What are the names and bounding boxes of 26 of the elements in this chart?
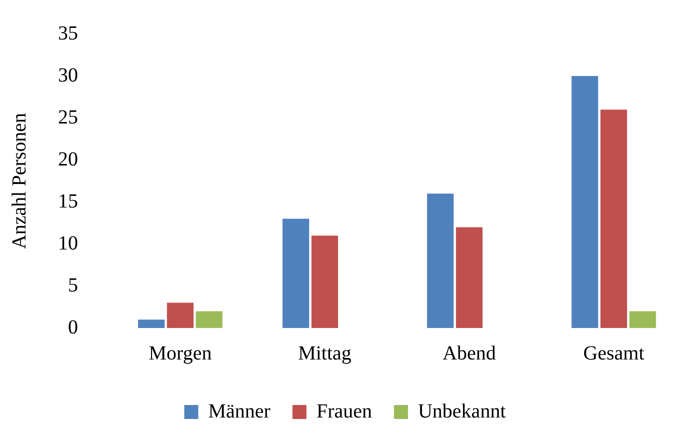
bar xyxy=(572,76,598,328)
bar xyxy=(166,302,194,328)
bar xyxy=(138,320,165,328)
legend-label: Männer xyxy=(208,400,271,422)
bar xyxy=(196,311,222,328)
bar xyxy=(311,236,338,328)
x-tick-label: Gesamt xyxy=(583,342,645,364)
y-tick-label: 10 xyxy=(58,232,78,254)
y-tick-label: 5 xyxy=(68,274,78,296)
bar xyxy=(456,227,483,328)
bar xyxy=(629,311,656,328)
y-tick-label: 30 xyxy=(58,64,78,86)
y-tick-label: 20 xyxy=(58,148,78,170)
y-tick-label: 15 xyxy=(58,190,78,212)
x-tick-label: Mittag xyxy=(298,342,352,364)
x-tick-label: Morgen xyxy=(148,342,212,364)
y-tick-label: 0 xyxy=(68,316,78,338)
y-tick-label: 35 xyxy=(58,22,78,44)
legend-label: Unbekannt xyxy=(418,400,506,422)
y-axis-title: Anzahl Personen xyxy=(8,112,30,250)
bar xyxy=(427,194,454,328)
x-tick-label: Abend xyxy=(442,342,496,364)
legend-label: Frauen xyxy=(316,400,372,422)
y-tick-label: 25 xyxy=(58,106,78,128)
bar xyxy=(282,218,310,328)
bar xyxy=(600,110,628,328)
